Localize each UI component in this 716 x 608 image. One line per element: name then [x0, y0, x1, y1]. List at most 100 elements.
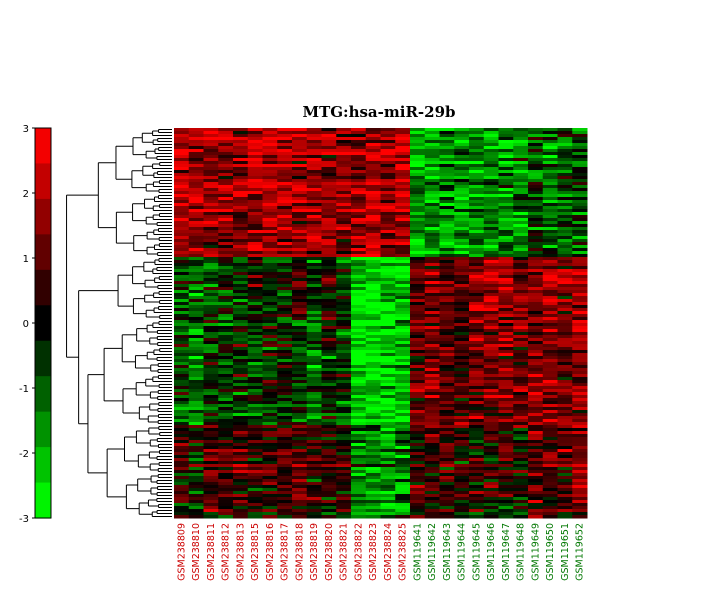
heatmap-cell: [572, 368, 588, 372]
heatmap-cell: [203, 365, 219, 369]
heatmap-cell: [469, 398, 485, 402]
heatmap-cell: [218, 320, 234, 324]
heatmap-cell: [188, 131, 204, 135]
heatmap-cell: [424, 386, 440, 390]
heatmap-cell: [572, 344, 588, 348]
heatmap-cell: [557, 314, 573, 318]
heatmap-cell: [218, 515, 234, 519]
heatmap-cell: [439, 185, 455, 189]
heatmap-cell: [483, 482, 499, 486]
heatmap-cell: [306, 146, 322, 150]
heatmap-cell: [336, 410, 352, 414]
heatmap-cell: [203, 329, 219, 333]
heatmap-cell: [513, 206, 529, 210]
heatmap-cell: [292, 380, 308, 384]
heatmap-cell: [454, 176, 470, 180]
heatmap-cell: [454, 260, 470, 264]
heatmap-cell: [572, 461, 588, 465]
heatmap-cell: [439, 137, 455, 141]
heatmap-cell: [292, 191, 308, 195]
heatmap-cell: [439, 389, 455, 393]
heatmap-cell: [439, 311, 455, 315]
heatmap-cell: [218, 386, 234, 390]
heatmap-cell: [380, 323, 396, 327]
heatmap-cell: [351, 254, 367, 258]
heatmap-cell: [498, 347, 514, 351]
heatmap-cell: [498, 170, 514, 174]
heatmap-cell: [336, 302, 352, 306]
heatmap-cell: [365, 302, 381, 306]
heatmap-cell: [572, 335, 588, 339]
heatmap-cell: [410, 152, 426, 156]
heatmap-cell: [306, 359, 322, 363]
heatmap-cell: [469, 395, 485, 399]
heatmap-cell: [439, 299, 455, 303]
heatmap-cell: [262, 140, 278, 144]
heatmap-cell: [410, 143, 426, 147]
heatmap-cell: [439, 140, 455, 144]
heatmap-cell: [292, 464, 308, 468]
heatmap-cell: [469, 482, 485, 486]
heatmap-cell: [439, 467, 455, 471]
heatmap-cell: [424, 494, 440, 498]
heatmap-cell: [557, 263, 573, 267]
heatmap-cell: [410, 404, 426, 408]
heatmap-cell: [351, 203, 367, 207]
heatmap-cell: [336, 308, 352, 312]
heatmap-cell: [483, 167, 499, 171]
heatmap-cell: [365, 365, 381, 369]
heatmap-cell: [557, 383, 573, 387]
heatmap-cell: [410, 359, 426, 363]
heatmap-cell: [218, 452, 234, 456]
heatmap-cell: [188, 329, 204, 333]
heatmap-cell: [188, 452, 204, 456]
heatmap-cell: [365, 254, 381, 258]
heatmap-cell: [336, 365, 352, 369]
heatmap-cell: [513, 431, 529, 435]
heatmap-cell: [498, 299, 514, 303]
heatmap-cell: [292, 485, 308, 489]
heatmap-cell: [351, 443, 367, 447]
heatmap-cell: [395, 152, 411, 156]
heatmap-cell: [528, 323, 544, 327]
heatmap-cell: [277, 305, 293, 309]
heatmap-cell: [513, 209, 529, 213]
heatmap-cell: [262, 275, 278, 279]
heatmap-cell: [247, 224, 263, 228]
heatmap-cell: [528, 404, 544, 408]
heatmap-cell: [557, 437, 573, 441]
heatmap-cell: [424, 488, 440, 492]
heatmap-cell: [188, 221, 204, 225]
heatmap-cell: [572, 377, 588, 381]
heatmap-cell: [410, 443, 426, 447]
heatmap-cell: [218, 494, 234, 498]
heatmap-cell: [483, 503, 499, 507]
heatmap-cell: [498, 257, 514, 261]
heatmap-cell: [306, 194, 322, 198]
heatmap-cell: [351, 200, 367, 204]
heatmap-cell: [365, 149, 381, 153]
heatmap-cell: [321, 380, 337, 384]
heatmap-cell: [454, 446, 470, 450]
heatmap-cell: [513, 335, 529, 339]
heatmap-cell: [188, 479, 204, 483]
heatmap-cell: [424, 374, 440, 378]
heatmap-cell: [365, 473, 381, 477]
heatmap-cell: [174, 296, 190, 300]
heatmap-cell: [277, 401, 293, 405]
heatmap-cell: [454, 479, 470, 483]
heatmap-cell: [277, 167, 293, 171]
heatmap-cell: [218, 281, 234, 285]
heatmap-cell: [262, 200, 278, 204]
column-label: GSM119645: [471, 523, 482, 581]
heatmap-cell: [513, 428, 529, 432]
heatmap-cell: [203, 446, 219, 450]
heatmap-cell: [454, 308, 470, 312]
heatmap-cell: [233, 425, 249, 429]
heatmap-cell: [380, 137, 396, 141]
heatmap-cell: [306, 347, 322, 351]
heatmap-cell: [306, 272, 322, 276]
heatmap-cell: [321, 173, 337, 177]
heatmap-cell: [454, 161, 470, 165]
colorbar-tick-label: -1: [19, 384, 29, 395]
